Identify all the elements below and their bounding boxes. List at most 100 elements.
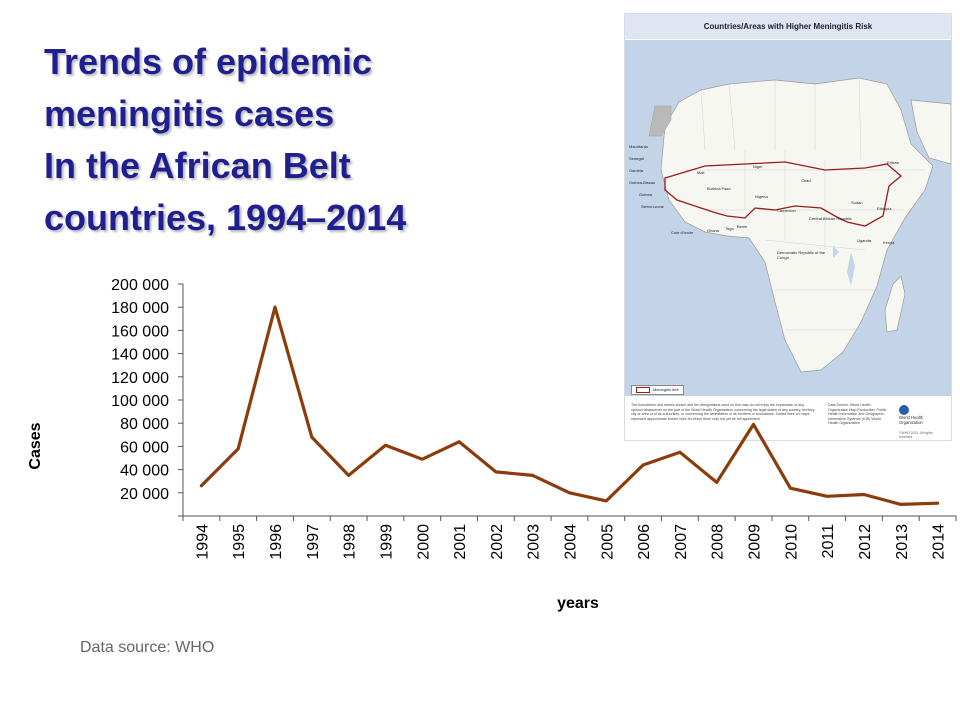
madagascar [884, 275, 906, 333]
x-tick-label: 1994 [194, 524, 211, 560]
data-point [568, 491, 571, 495]
map-data-source: Data Source: World Health Organization M… [828, 403, 887, 426]
map-country-label: Guinea [639, 192, 652, 197]
x-axis-title: years [557, 595, 599, 612]
x-tick-label: 1995 [231, 524, 248, 560]
data-point [531, 474, 535, 477]
x-tick-label: 1998 [342, 524, 359, 560]
data-point [236, 447, 240, 451]
cases-series-line [199, 305, 940, 506]
map-country-label: Ethiopia [877, 206, 892, 211]
x-tick-label: 1999 [378, 524, 395, 560]
lakes [833, 246, 855, 286]
x-tick-label: 2005 [599, 524, 616, 560]
map-legend: Meningitis belt [631, 385, 684, 396]
map-country-label: Mali [697, 170, 705, 175]
data-point [310, 435, 314, 439]
data-source-note: Data source: WHO [80, 639, 215, 656]
data-point [457, 440, 461, 444]
map-title: Countries/Areas with Higher Meningitis R… [625, 14, 951, 39]
who-org-name: World Health Organization [899, 415, 924, 425]
title-line: countries, 1994–2014 [44, 197, 407, 238]
map-country-label: Ghana [707, 228, 720, 233]
data-point [899, 503, 903, 506]
who-logo-icon [899, 405, 909, 415]
x-tick-label: 2006 [636, 524, 653, 560]
data-point [862, 493, 866, 496]
map-country-label: Democratic Republic of the Congo [777, 250, 826, 260]
x-tick-label: 2009 [747, 524, 764, 560]
data-point [825, 494, 829, 498]
map-image: Mauritania Senegal Gambia Guinea-Bissau … [625, 40, 951, 396]
data-point [200, 484, 203, 488]
y-tick-label: 20 000 [120, 486, 169, 503]
data-point [641, 463, 645, 467]
map-country-label: Cameroon [777, 208, 796, 213]
map-country-label: Cote d'Ivoire [671, 230, 694, 235]
x-tick-label: 1997 [305, 524, 322, 560]
x-tick-label: 2004 [563, 524, 580, 560]
belt-legend-swatch [636, 387, 650, 393]
western-sahara-region [648, 105, 672, 137]
map-country-label: Niger [753, 164, 763, 169]
map-country-label: Uganda [857, 238, 872, 243]
y-tick-label: 40 000 [120, 463, 169, 480]
y-tick-label: 200 000 [111, 277, 169, 294]
map-country-label: Gambia [629, 168, 644, 173]
data-point [494, 470, 498, 474]
data-point [752, 422, 755, 426]
map-country-label: Senegal [629, 156, 644, 161]
arabia-landmass [910, 99, 951, 165]
x-tick-label: 2012 [857, 524, 874, 560]
meningitis-belt-map: Countries/Areas with Higher Meningitis R… [624, 13, 952, 441]
title-line: meningitis cases [44, 93, 335, 134]
data-point [273, 305, 277, 309]
y-tick-label: 80 000 [120, 416, 169, 433]
y-tick-label: 120 000 [111, 370, 169, 387]
x-tick-label: 2013 [894, 524, 911, 560]
data-point [715, 480, 719, 484]
x-tick-label: 2003 [526, 524, 543, 560]
map-country-label: Benin [737, 224, 748, 229]
map-country-label: Togo [725, 226, 734, 231]
map-country-label: Guinea-Bissau [629, 180, 656, 185]
x-tick-label: 2014 [931, 524, 948, 560]
map-legend-label: Meningitis belt [653, 387, 679, 393]
title-line: Trends of epidemic [44, 41, 373, 82]
country-borders [685, 77, 925, 331]
map-country-label: Burkina Faso [707, 186, 731, 191]
y-axis-title: Cases [27, 422, 44, 469]
data-point [384, 443, 387, 447]
x-tick-label: 2002 [489, 524, 506, 560]
y-tick-label: 140 000 [111, 347, 169, 364]
africa-map-graphic [648, 77, 951, 373]
x-tick-label: 2010 [783, 524, 800, 560]
x-tick-label: 1996 [268, 524, 285, 560]
y-tick-label: 180 000 [111, 300, 169, 317]
africa-landmass [660, 77, 934, 373]
map-country-label: Eritrea [887, 160, 899, 165]
map-country-label: Nigeria [755, 194, 768, 199]
y-tick-label: 160 000 [111, 323, 169, 340]
data-point [604, 499, 608, 503]
map-country-label: Kenya [883, 240, 895, 245]
map-country-label: Central African Republic [809, 216, 852, 221]
data-point [678, 450, 682, 454]
data-point [936, 501, 939, 505]
y-tick-label: 100 000 [111, 393, 169, 410]
x-tick-label: 2008 [710, 524, 727, 560]
slide-title: Trends of epidemic meningitis cases In t… [44, 36, 514, 244]
data-point [347, 474, 351, 477]
map-country-label: Sierra Leone [641, 204, 664, 209]
map-country-label: Mauritania [629, 144, 648, 149]
title-line: In the African Belt [44, 145, 351, 186]
x-tick-label: 2011 [820, 524, 837, 559]
map-copyright: ©WHO 2011. All rights reserved. [899, 431, 933, 439]
x-tick-label: 2007 [673, 524, 690, 560]
who-branding: World Health Organization ©WHO 2011. All… [899, 405, 947, 439]
x-tick-label: 2001 [452, 524, 469, 560]
data-point [420, 457, 424, 461]
data-point [788, 486, 792, 490]
map-country-label: Sudan [851, 200, 863, 205]
